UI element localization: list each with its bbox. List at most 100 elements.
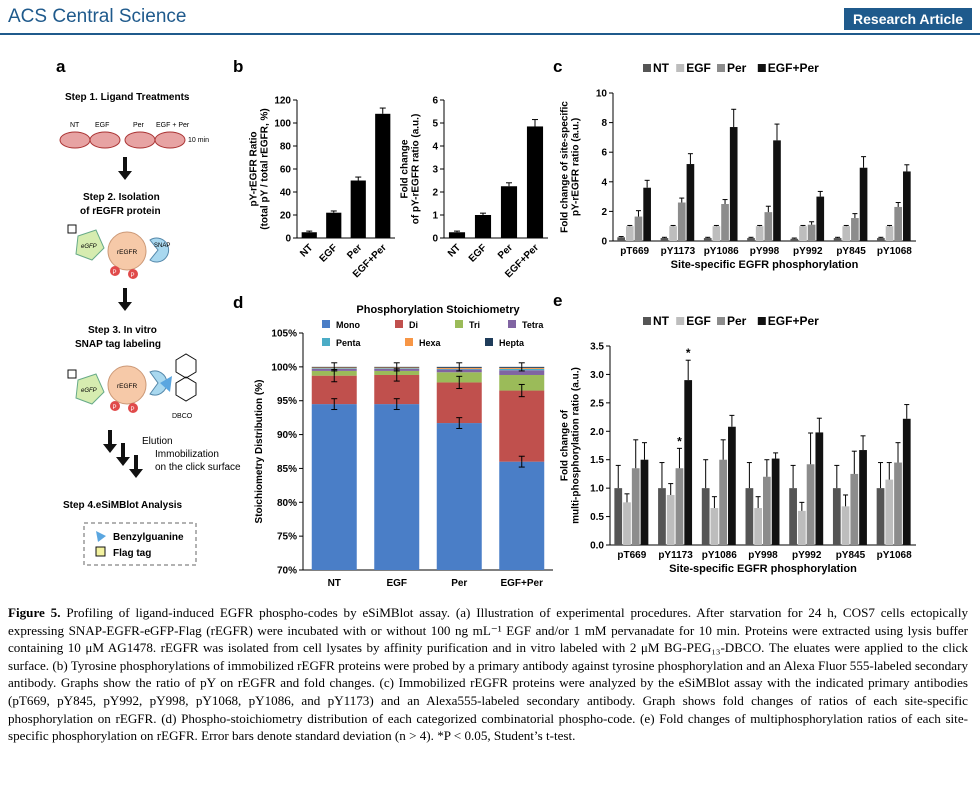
dish-label: Per [133,122,145,129]
bar [719,459,728,545]
bar [474,215,492,238]
stack-segment [499,374,545,391]
legend-label: EGF [686,314,711,328]
y-tick-label: 1 [432,211,438,222]
y-axis-label: (total pY / total rEGFR, %) [260,108,271,229]
regfr-construct-2: eGFP rEGFR DBCO P P [67,353,197,420]
stack-segment [374,404,420,570]
y-tick-label: 2.5 [590,398,604,409]
regfr-construct-1: eGFP rEGFR SNAP P P [67,224,170,279]
legend-swatch [717,64,725,72]
bar [728,426,736,545]
dbco-structure-icon [175,353,197,402]
bar [658,488,666,545]
bar [851,218,859,241]
x-tick-label: pY992 [793,246,823,257]
y-tick-label: 3.0 [590,370,604,381]
bar [745,488,754,545]
bar [677,202,686,241]
figure-canvas: a b c d e Step 1. Ligand Treatments NT E… [56,57,916,589]
legend-label: NT [653,61,670,75]
figure-caption: Figure 5. Profiling of ligand-induced EG… [8,604,968,745]
phospho-label: P [131,273,135,279]
step3-line1: Step 3. In vitro [88,325,157,336]
phospho-label: P [113,270,117,276]
stack-segment [436,382,482,424]
culture-dish-icon [89,131,121,149]
bar [643,187,651,241]
y-tick-label: 4 [601,177,607,188]
x-tick-label: pY992 [792,550,822,561]
bar [755,226,764,241]
bar [894,462,902,545]
y-tick-label: 105% [271,329,297,340]
journal-title: ACS Central Science [8,6,187,27]
dish-label: EGF [95,122,109,129]
y-tick-label: 8 [601,118,607,129]
bar [842,226,851,241]
phospho-label: P [131,407,135,413]
x-tick-label: Per [496,242,515,261]
y-tick-label: 0 [285,234,291,245]
bar [903,171,911,241]
step2-line1: Step 2. Isolation [83,192,160,203]
y-axis-label: Stoichiometry Distribution (%) [254,380,265,524]
y-tick-label: 2.0 [590,427,604,438]
bar [703,238,712,241]
bar [815,432,824,545]
bar [675,468,684,545]
panel-a-schematic: Step 1. Ligand Treatments NT EGF Per EGF… [59,92,241,566]
legend-swatch [395,320,403,328]
legend-swatch [717,317,725,325]
phospho-icon [110,266,120,276]
bar [712,226,721,241]
x-tick-label: NT [446,242,463,259]
legend-swatch [405,338,413,346]
dish-row: NT EGF Per EGF + Per 10 min [59,122,209,149]
bar [729,127,738,241]
bar [721,204,729,241]
legend-label: Di [409,320,418,330]
y-axis-label: pY-rEGFR ratio (a.u.) [571,118,582,216]
legend-swatch [643,64,651,72]
bar [747,238,755,241]
bar [885,226,894,241]
y-tick-label: 0.0 [590,541,604,552]
egfp-label: eGFP [81,244,97,250]
legend-label: Per [727,314,747,328]
y-tick-label: 120 [274,96,291,107]
legend-label: Tri [469,320,480,330]
legend-swatch [322,338,330,346]
bar [789,488,797,545]
flag-tag-icon [67,224,77,234]
bar [797,510,806,545]
stack-segment [499,390,545,462]
x-tick-label: pY998 [750,246,780,257]
bar [500,186,518,238]
bar [832,488,841,545]
bar [763,476,771,545]
y-tick-label: 1.5 [590,455,604,466]
legend-label: Tetra [522,320,544,330]
bar [617,237,625,241]
y-tick-label: 6 [601,148,607,159]
dish-label: EGF + Per [156,122,190,129]
bar [625,226,634,241]
x-tick-label: EGF [386,578,407,589]
y-tick-label: 5 [432,119,438,130]
dish-label: NT [70,122,80,129]
y-tick-label: 4 [432,142,438,153]
y-axis-label: pY-rEGFR Ratio [249,131,260,206]
x-tick-label: Per [345,242,364,261]
panel-label-b: b [233,57,243,76]
x-tick-label: pY998 [748,550,778,561]
y-axis-label: Fold change [400,139,411,198]
panel-label-c: c [553,57,562,76]
bar [902,418,911,545]
legend-swatch [676,64,685,72]
down-arrow-icon [118,288,132,311]
legend-label: Mono [336,320,360,330]
page-header: ACS Central Science Research Article [0,0,980,35]
y-tick-label: 3 [432,165,438,176]
x-tick-label: pY1086 [702,550,737,561]
